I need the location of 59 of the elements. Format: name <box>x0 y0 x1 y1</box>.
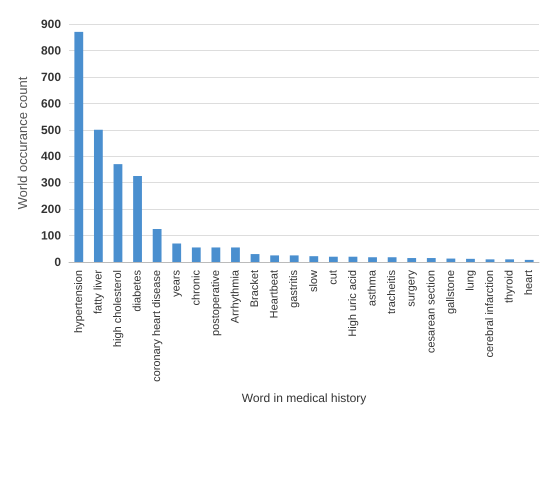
bar <box>270 255 280 262</box>
y-tick-label: 500 <box>40 122 62 137</box>
bar <box>368 257 377 262</box>
x-tick-label: hypertension <box>72 270 85 333</box>
x-tick-label: slow <box>308 270 320 292</box>
y-tick-label: 900 <box>40 17 62 31</box>
x-tick-label: tracheitis <box>386 270 398 314</box>
bar <box>426 258 436 262</box>
bar <box>290 255 299 262</box>
y-tick-label: 0 <box>54 255 62 269</box>
x-tick-label: cut <box>327 270 340 285</box>
y-tick-label: 400 <box>40 149 62 164</box>
x-tick-label: fatty liver <box>92 270 104 314</box>
x-tick-label: coronary heart disease <box>151 270 164 382</box>
bar <box>172 243 182 262</box>
x-tick-label: lung <box>464 270 476 291</box>
bar <box>328 256 338 262</box>
x-tick-label: Bracket <box>249 270 262 308</box>
bar <box>505 259 514 262</box>
x-tick-label: High uric acid <box>346 270 359 337</box>
x-tick-label: diabetes <box>132 270 144 312</box>
bar <box>74 32 84 262</box>
bar <box>231 247 240 262</box>
x-tick-label: years <box>170 270 183 297</box>
bar <box>309 256 318 262</box>
bar <box>94 130 103 262</box>
y-tick-label: 200 <box>40 202 62 216</box>
bar <box>486 259 494 262</box>
bar <box>192 247 201 262</box>
bar <box>250 254 260 262</box>
bar <box>388 257 397 262</box>
x-tick-label: postoperative <box>210 270 222 336</box>
bar <box>466 258 475 262</box>
y-tick-label: 600 <box>40 96 62 110</box>
bar <box>348 256 358 262</box>
bar <box>114 164 122 262</box>
x-tick-label: high cholesterol <box>112 270 124 348</box>
y-tick-label: 100 <box>40 228 62 243</box>
y-tick-label: 300 <box>40 176 62 190</box>
x-tick-label: asthma <box>366 269 379 306</box>
bar <box>407 258 416 262</box>
y-tick-label: 700 <box>40 70 62 84</box>
bar <box>152 228 162 262</box>
x-tick-label: heart <box>523 270 536 296</box>
x-tick-label: Arrhythmia <box>229 269 242 324</box>
x-tick-label: Heartbeat <box>268 270 281 318</box>
x-tick-label: cerebral infarction <box>484 270 496 358</box>
x-tick-label: cesarean section <box>425 270 438 354</box>
x-tick-label: surgery <box>406 270 418 307</box>
x-tick-label: chronic <box>190 270 202 306</box>
x-tick-label: gallstone <box>444 270 457 314</box>
y-axis-title: World occurance count <box>15 76 30 210</box>
x-tick-label: gastritis <box>288 270 300 308</box>
x-tick-label: thyroid <box>504 270 516 304</box>
y-tick-label: 800 <box>40 43 62 58</box>
bar <box>446 258 456 262</box>
bar <box>211 247 220 262</box>
x-axis-title: Word in medical history <box>242 391 366 405</box>
bar <box>133 176 142 262</box>
